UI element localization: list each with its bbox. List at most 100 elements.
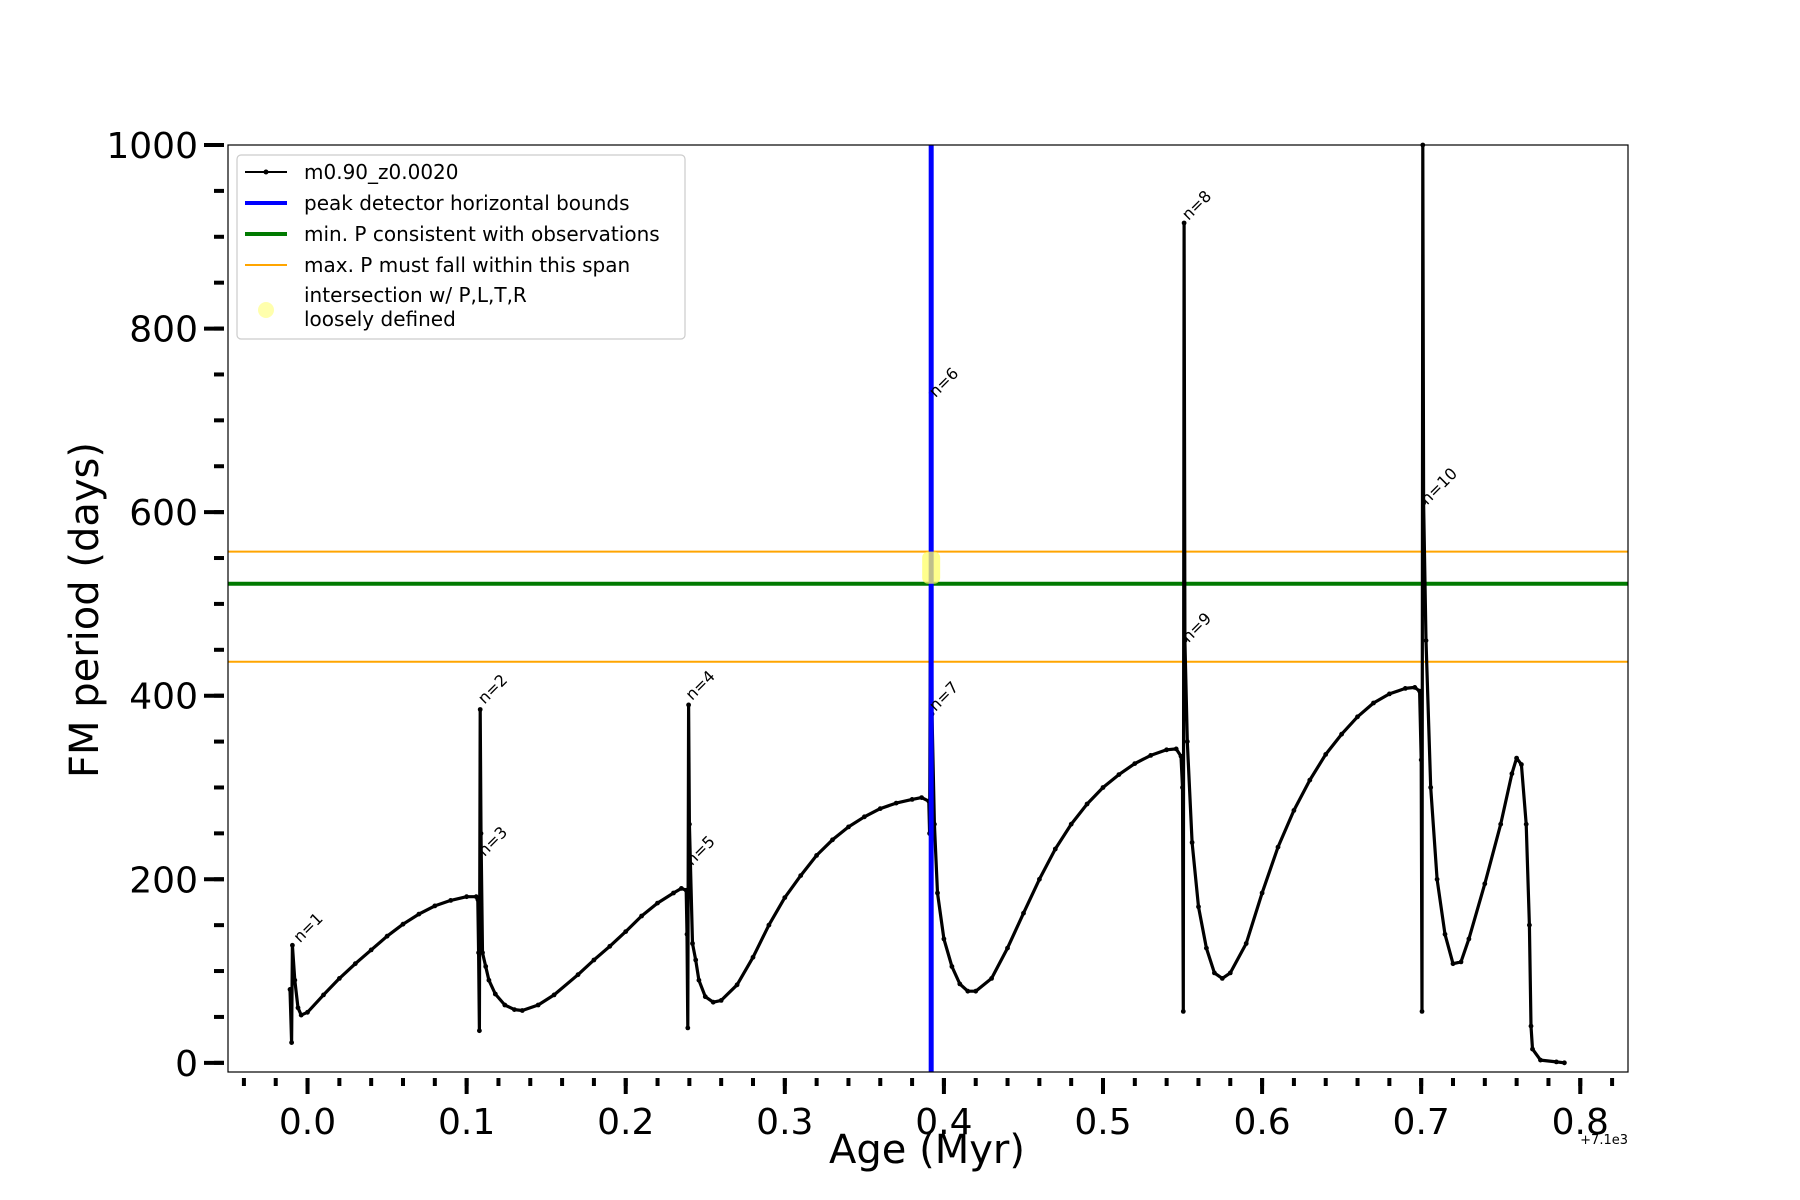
series-point	[1132, 761, 1138, 766]
series-point	[702, 994, 708, 1000]
y-tick-label: 1000	[106, 126, 198, 167]
series-point	[1423, 638, 1429, 643]
series-point	[846, 824, 851, 830]
series-point	[1428, 785, 1434, 790]
series-point	[290, 942, 295, 948]
legend-label-3: min. P consistent with observations	[304, 222, 660, 246]
series-point	[798, 873, 804, 878]
series-point	[551, 992, 557, 998]
series-point	[1498, 821, 1504, 827]
series-point	[941, 936, 947, 942]
series-point	[352, 961, 358, 967]
series-point	[1005, 945, 1010, 951]
y-tick-label: 0	[175, 1044, 198, 1085]
series-point	[1466, 936, 1472, 942]
series-point	[1519, 762, 1524, 767]
series-point	[1219, 976, 1225, 981]
series-point	[766, 922, 772, 928]
series-point	[1419, 1009, 1425, 1014]
series-point	[877, 806, 883, 811]
series-point	[483, 964, 489, 969]
series-point	[1084, 801, 1090, 807]
series-point	[1538, 1057, 1543, 1063]
x-tick-label: 0.6	[1233, 1102, 1290, 1143]
series-point	[287, 987, 293, 992]
x-tick-label: 0.4	[915, 1102, 972, 1143]
series-point	[535, 1002, 541, 1008]
series-point	[1037, 876, 1042, 882]
series-point	[1148, 753, 1154, 758]
y-tick-label: 400	[129, 677, 198, 718]
series-point	[1530, 1046, 1535, 1052]
series-point	[1387, 691, 1392, 697]
series-point	[512, 1007, 517, 1012]
x-axis-label: Age (Myr)	[829, 1127, 1025, 1173]
x-tick-label: 0.3	[756, 1102, 813, 1143]
legend-label-5: intersection w/ P,L,T,R	[304, 283, 527, 307]
series-point	[337, 976, 342, 981]
series-point	[1417, 688, 1422, 694]
series-point	[298, 1012, 304, 1018]
legend-label-2: peak detector horizontal bounds	[304, 191, 630, 215]
series-point	[710, 999, 716, 1005]
series-point	[1307, 777, 1313, 783]
series-point	[718, 998, 724, 1003]
series-point	[1523, 821, 1529, 827]
series-point	[477, 1028, 482, 1034]
series-point	[1458, 959, 1464, 965]
series-point	[1173, 746, 1179, 752]
series-point	[607, 943, 613, 949]
legend-label-5b: loosely defined	[304, 307, 456, 331]
series-point	[492, 991, 498, 997]
series-point	[949, 964, 955, 969]
x-tick-label: 0.2	[597, 1102, 654, 1143]
series-point	[1291, 808, 1297, 813]
x-tick-label: 0.7	[1393, 1102, 1450, 1143]
series-point	[1052, 846, 1058, 852]
y-axis-label: FM period (days)	[62, 442, 108, 778]
series-point	[1212, 970, 1217, 976]
series-point	[478, 831, 484, 836]
series-point	[1554, 1059, 1559, 1065]
series-point	[639, 913, 644, 919]
series-point	[1482, 881, 1488, 887]
series-point	[1402, 686, 1408, 691]
series-point	[289, 1040, 294, 1045]
series-point	[973, 988, 979, 994]
series-point	[486, 977, 492, 983]
series-point	[368, 947, 374, 953]
plot-frame	[227, 144, 1629, 1073]
x-tick-label: 0.8	[1552, 1102, 1609, 1143]
series-point	[384, 933, 390, 939]
series-point	[1442, 931, 1448, 937]
legend-box	[236, 154, 686, 340]
series-point	[1068, 821, 1074, 827]
series-point	[295, 1005, 301, 1011]
series-point	[734, 982, 740, 988]
series-point	[696, 977, 702, 983]
series-point	[750, 954, 756, 960]
series-point	[591, 957, 597, 963]
series-point	[919, 795, 924, 800]
series-point	[1371, 700, 1376, 706]
series-point	[1275, 844, 1281, 850]
series-point	[1227, 970, 1233, 976]
series-point	[1339, 731, 1344, 737]
series-point	[690, 941, 695, 946]
series-point	[476, 950, 481, 956]
series-point	[502, 1002, 508, 1008]
series-point	[1164, 747, 1169, 753]
series-point	[965, 988, 971, 994]
series-point	[480, 950, 485, 956]
series-point	[292, 977, 298, 983]
series-point	[683, 887, 689, 893]
series-point	[1116, 772, 1122, 777]
series-point	[1514, 755, 1519, 761]
series-point	[1562, 1060, 1567, 1066]
series-point	[935, 890, 940, 896]
series-point	[1196, 904, 1201, 910]
legend-label-1: m0.90_z0.0020	[304, 160, 459, 184]
series-point	[1259, 890, 1265, 896]
series-point	[1182, 638, 1188, 643]
series-point	[464, 894, 469, 900]
